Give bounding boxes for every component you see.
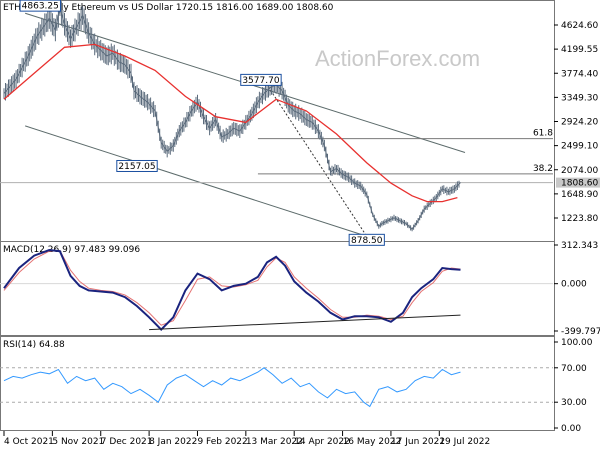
price-panel-frame bbox=[0, 0, 555, 242]
price-annotation-label: 4863.25 bbox=[22, 2, 59, 12]
macd-y-tick-label: 0.000 bbox=[561, 280, 587, 290]
price-y-tick-label: 3349.30 bbox=[561, 93, 598, 103]
rsi-line bbox=[3, 367, 461, 408]
price-annotation-box bbox=[240, 73, 282, 86]
macd-y-tick-label: -399.797 bbox=[561, 327, 600, 337]
price-annotation-box bbox=[348, 233, 385, 246]
price-header: ETHUSD, Daily Ethereum vs US Dollar 1720… bbox=[3, 3, 334, 13]
macd-panel bbox=[0, 248, 553, 332]
price-y-tick-label: 2924.20 bbox=[561, 118, 598, 128]
x-tick-label: 9 Feb 2022 bbox=[197, 437, 247, 447]
x-tick-label: 16 May 2022 bbox=[343, 437, 402, 447]
price-y-tick-label: 2499.10 bbox=[561, 142, 598, 152]
x-tick-label: 8 Jan 2022 bbox=[149, 437, 197, 447]
x-tick-label: 19 Jul 2022 bbox=[439, 437, 490, 447]
fib-level-label: 38.2 bbox=[533, 164, 553, 174]
price-annotation-box bbox=[116, 159, 158, 172]
price-y-tick-label: 4199.55 bbox=[561, 45, 598, 55]
macd-trendline bbox=[149, 314, 461, 331]
rsi-y-tick-label: 30.00 bbox=[561, 398, 587, 408]
price-panel: 61.8 38.2 4863.25 3577.70 2157.05 878.50 bbox=[0, 0, 553, 246]
channel-lower-line bbox=[25, 125, 367, 237]
price-annotation-label: 2157.05 bbox=[118, 162, 155, 172]
x-tick-label: 5 Nov 2021 bbox=[52, 437, 104, 447]
rsi-y-tick-label: 70.00 bbox=[561, 364, 587, 374]
x-tick-label: 7 Dec 2021 bbox=[101, 437, 153, 447]
rsi-y-tick-label: 0.00 bbox=[561, 424, 581, 434]
last-price-label: 1808.60 bbox=[561, 179, 598, 189]
price-annotation-box bbox=[19, 0, 61, 12]
macd-header: MACD(12,26,9) 97.483 99.096 bbox=[3, 245, 140, 255]
watermark: ActionForex.com bbox=[315, 46, 480, 71]
x-tick-label: 13 Mar 2022 bbox=[246, 437, 303, 447]
x-tick-label: 17 Jun 2022 bbox=[391, 437, 445, 447]
price-y-tick-label: 4624.60 bbox=[561, 21, 598, 31]
fib-level-label: 61.8 bbox=[533, 129, 553, 139]
price-y-tick-label: 1648.90 bbox=[561, 190, 598, 200]
price-annotation-label: 878.50 bbox=[351, 236, 383, 246]
x-tick-label: 4 Oct 2021 bbox=[4, 437, 54, 447]
price-line bbox=[3, 7, 461, 231]
macd-y-tick-label: 312.343 bbox=[561, 241, 598, 251]
price-y-tick-label: 1223.80 bbox=[561, 214, 598, 224]
rsi-panel bbox=[0, 367, 553, 408]
last-price-box bbox=[556, 177, 600, 188]
rsi-panel-frame bbox=[0, 336, 555, 431]
rsi-header: RSI(14) 64.88 bbox=[3, 340, 65, 350]
rsi-y-tick-label: 100.00 bbox=[561, 338, 593, 348]
swing-dotted-line bbox=[263, 79, 368, 237]
x-tick-label: 14 Apr 2022 bbox=[294, 437, 350, 447]
price-annotation-label: 3577.70 bbox=[242, 76, 279, 86]
macd-panel-frame bbox=[0, 241, 555, 336]
macd-signal-line bbox=[3, 250, 461, 326]
axes: 4624.60 4199.55 3774.40 3349.30 2924.20 2499.… bbox=[3, 21, 600, 447]
price-y-tick-label: 3774.40 bbox=[561, 69, 598, 79]
moving-average-line bbox=[3, 43, 458, 203]
macd-line bbox=[3, 248, 461, 332]
price-y-tick-label: 2074.00 bbox=[561, 166, 598, 176]
